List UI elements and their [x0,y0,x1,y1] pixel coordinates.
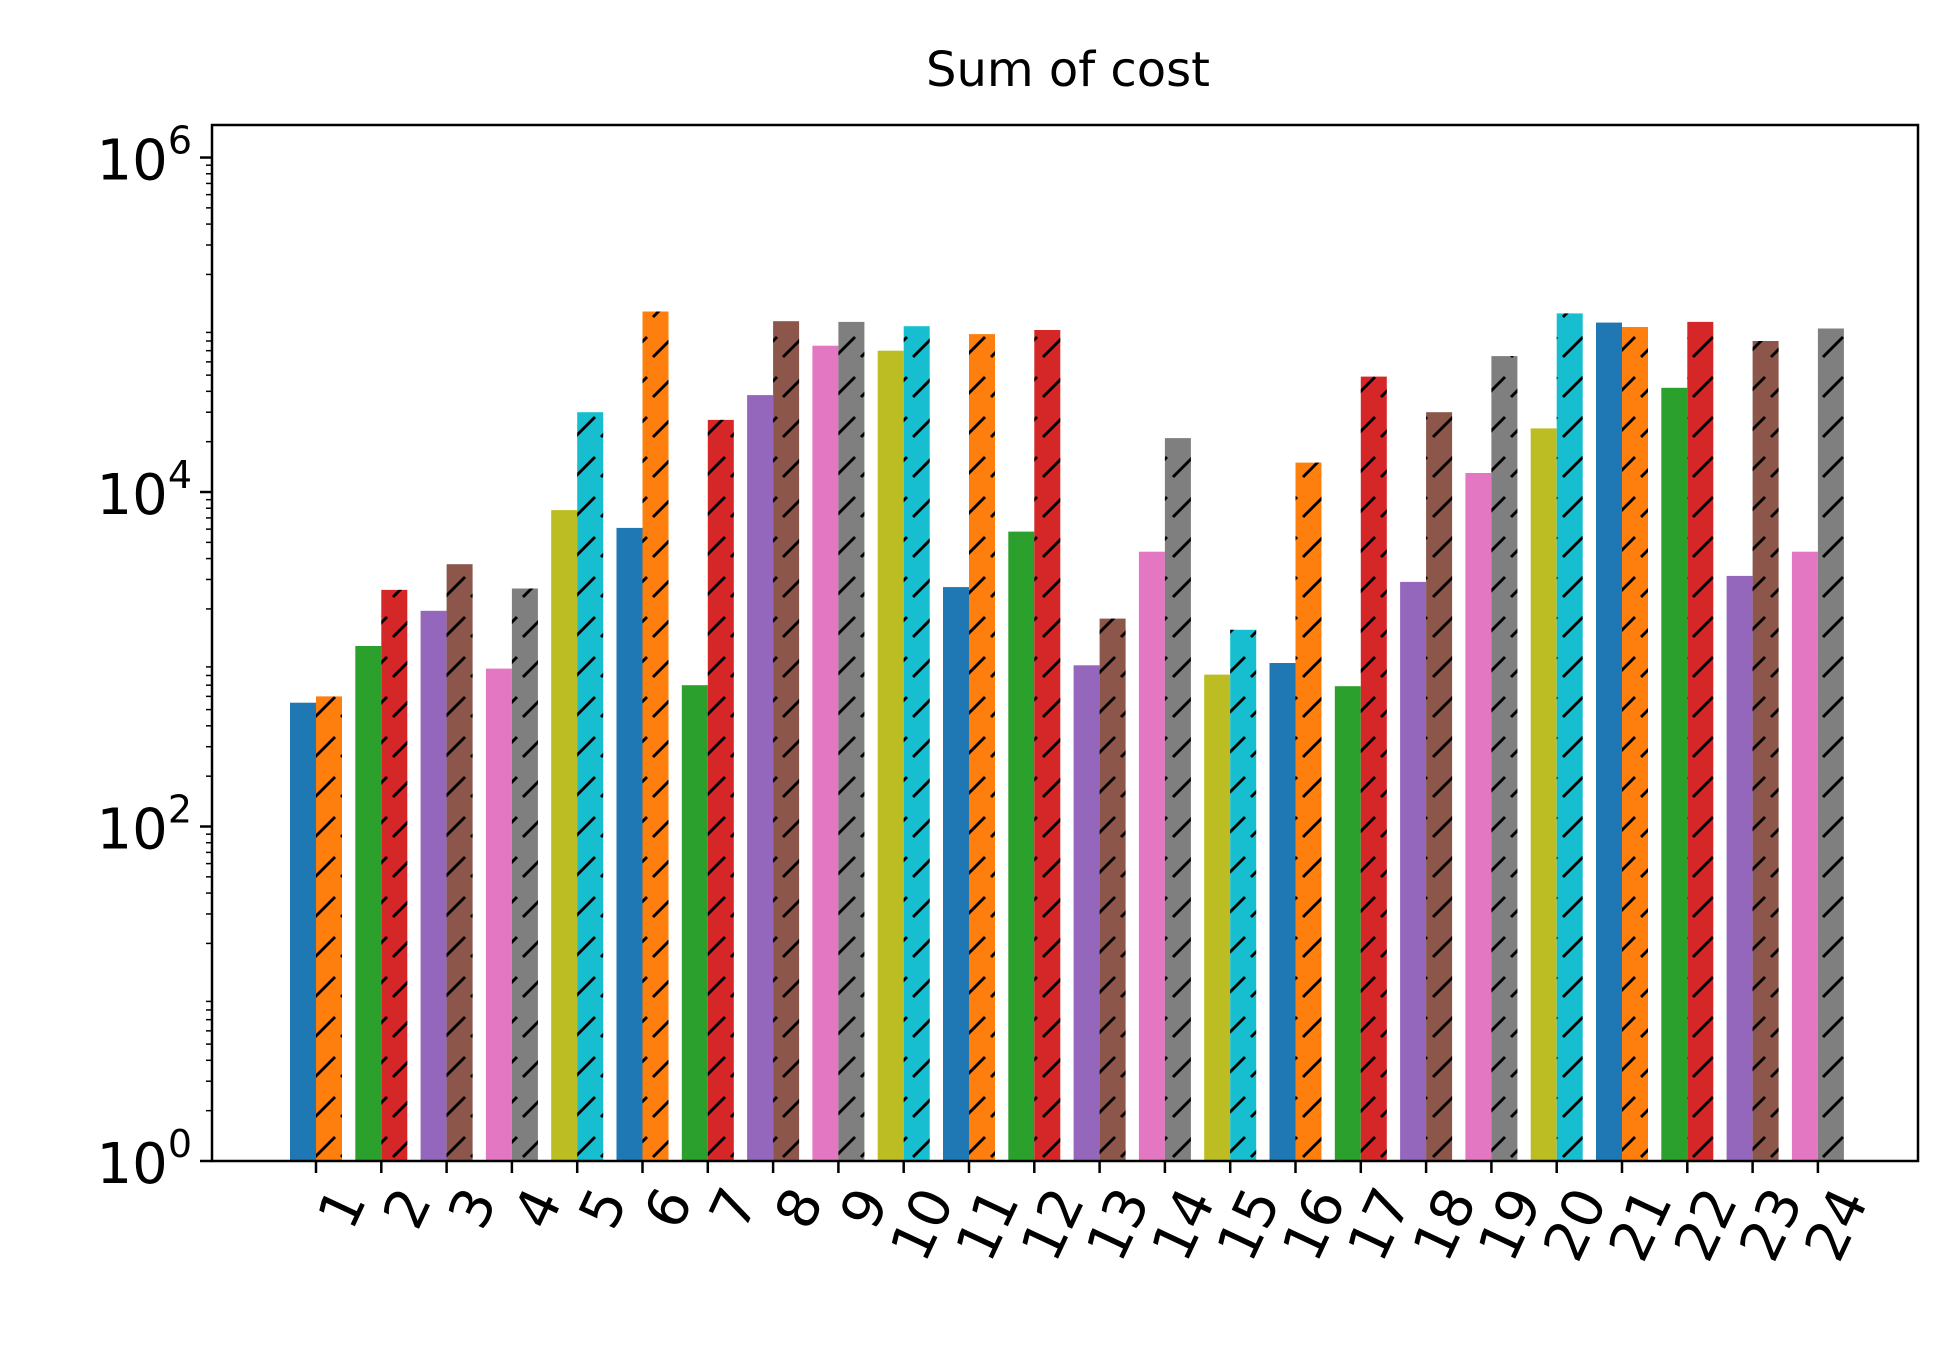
bar-21-solid [1596,322,1622,1162]
bar-20-solid [1530,428,1557,1161]
bar-hatch-overlay-5 [577,412,604,1161]
bar-hatch-overlay-15 [1230,629,1257,1161]
x-tick-label: 6 [632,1179,706,1239]
bar-hatch-overlay-8 [773,321,800,1161]
bar-hatch-overlay-4 [511,588,538,1161]
bar-hatch-overlay-9 [838,321,865,1161]
bar-hatch-overlay-17 [1360,376,1387,1162]
bar-22-solid [1661,387,1688,1161]
bar-8-solid [747,395,774,1162]
bar-hatch-overlay-23 [1752,341,1779,1161]
y-axis: 100 102 104 106 [97,119,212,1197]
bar-6-solid [616,527,643,1161]
bar-7-solid [681,685,708,1161]
bar-hatch-overlay-18 [1426,412,1453,1161]
bars-group [290,311,1844,1162]
bar-14-solid [1138,551,1165,1161]
y-tick-label: 100 [97,1122,192,1197]
bar-hatch-overlay-12 [1034,330,1061,1161]
y-tick-label: 106 [97,119,192,194]
x-tick-label: 1 [306,1179,380,1239]
bar-hatch-overlay-6 [642,311,669,1161]
x-tick-label: 5 [567,1179,641,1239]
bar-9-solid [812,345,839,1161]
bar-hatch-overlay-2 [381,589,408,1161]
bar-3-solid [420,610,447,1161]
bar-12-solid [1008,531,1035,1161]
bar-hatch-overlay-11 [969,334,995,1162]
bar-hatch-overlay-16 [1295,462,1322,1162]
bar-17-solid [1334,686,1361,1161]
bar-19-solid [1465,473,1492,1161]
bar-13-solid [1073,665,1100,1161]
x-tick-label: 24 [1793,1179,1882,1271]
bar-hatch-overlay-21 [1622,327,1648,1161]
bar-10-solid [877,350,904,1161]
x-tick-label: 3 [436,1179,510,1239]
bar-2-solid [355,646,382,1161]
bar-5-solid [551,510,578,1162]
bar-hatch-overlay-1 [316,696,342,1161]
bar-24-solid [1791,551,1818,1161]
y-tick-label: 102 [97,788,192,863]
x-tick-label: 7 [697,1179,771,1239]
x-tick-label: 2 [371,1179,445,1239]
bar-hatch-overlay-20 [1556,313,1583,1161]
y-tick-label: 104 [97,453,192,528]
plot-frame [210,123,1920,1163]
bar-hatch-overlay-19 [1491,356,1518,1162]
bar-hatch-overlay-14 [1164,438,1191,1162]
chart-title: Sum of cost [926,42,1210,98]
x-tick-label: 8 [763,1179,837,1239]
bar-hatch-overlay-22 [1687,321,1714,1161]
bar-16-solid [1269,663,1296,1161]
bar-hatch-overlay-10 [903,326,930,1161]
bar-hatch-overlay-13 [1099,618,1126,1161]
bar-hatch-overlay-3 [446,564,473,1161]
bar-11-solid [943,587,969,1161]
bar-23-solid [1726,575,1753,1161]
bar-15-solid [1204,674,1231,1161]
bar-hatch-overlay-24 [1817,328,1844,1161]
bar-hatch-overlay-7 [707,419,734,1161]
bar-1-solid [290,702,316,1161]
bar-18-solid [1400,581,1427,1161]
bar-4-solid [485,668,512,1161]
x-tick-label: 4 [502,1179,576,1239]
